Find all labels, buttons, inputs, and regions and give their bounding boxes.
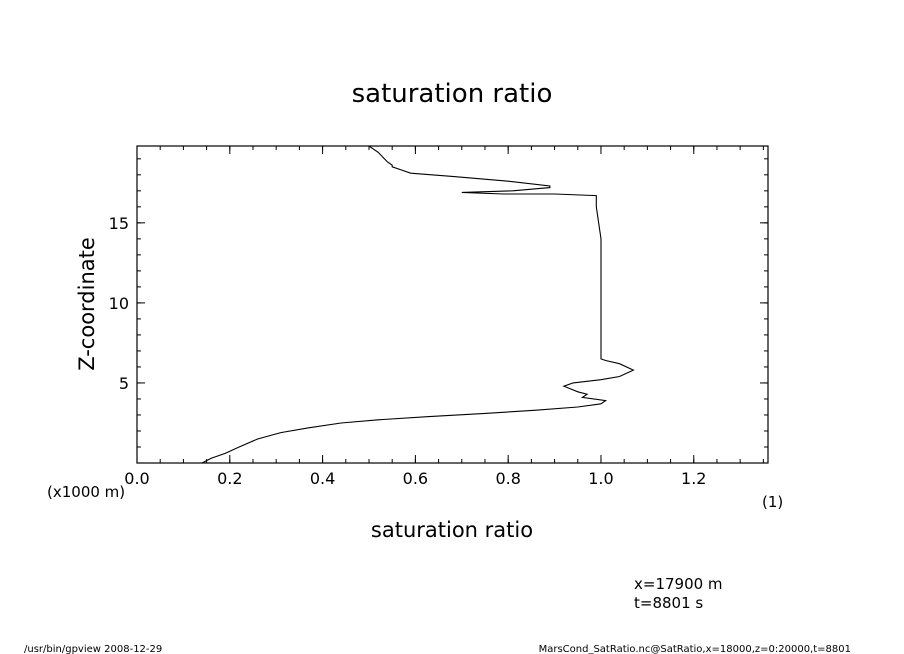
y-unit-label: (x1000 m)	[47, 483, 125, 501]
chart-title: saturation ratio	[352, 79, 553, 109]
y-axis-label: Z-coordinate	[75, 237, 99, 371]
x-tick-label: 0.2	[217, 469, 242, 488]
footer-right: MarsCond_SatRatio.nc@SatRatio,x=18000,z=…	[539, 644, 851, 654]
x-unit-label: (1)	[762, 493, 783, 511]
x-tick-labels: 0.0 0.2 0.4 0.6 0.8 1.0 1.2	[124, 469, 706, 488]
y-tick-label: 5	[119, 374, 129, 393]
x-coordinate-note: x=17900 m	[634, 575, 723, 593]
y-tick-label: 10	[109, 294, 129, 313]
x-ticks	[136, 146, 764, 463]
x-tick-label: 1.2	[681, 469, 706, 488]
x-tick-label: 0.4	[310, 469, 335, 488]
series-line	[201, 145, 635, 464]
footer-left: /usr/bin/gpview 2008-12-29	[24, 644, 162, 654]
y-tick-labels: 5 10 15	[109, 214, 129, 393]
x-tick-label: 0.6	[403, 469, 428, 488]
x-axis-label: saturation ratio	[371, 518, 533, 542]
plot-frame	[136, 145, 769, 464]
x-tick-label: 1.0	[588, 469, 613, 488]
t-coordinate-note: t=8801 s	[634, 594, 703, 612]
x-tick-label: 0.0	[124, 469, 149, 488]
y-ticks	[137, 158, 768, 448]
y-tick-label: 15	[109, 214, 129, 233]
x-tick-label: 0.8	[495, 469, 520, 488]
